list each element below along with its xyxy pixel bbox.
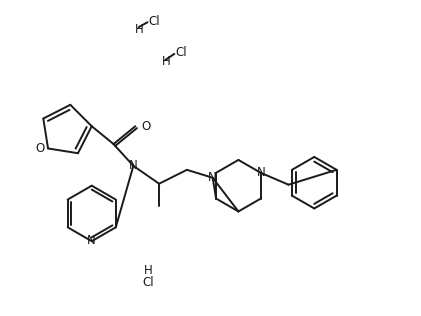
Text: O: O (141, 120, 151, 133)
Text: O: O (36, 142, 45, 155)
Text: H: H (161, 55, 170, 68)
Text: Cl: Cl (149, 15, 160, 28)
Text: N: N (88, 234, 96, 247)
Text: H: H (135, 23, 144, 36)
Text: H: H (144, 264, 153, 277)
Text: Cl: Cl (175, 46, 187, 59)
Text: Cl: Cl (143, 276, 155, 289)
Text: N: N (129, 159, 138, 172)
Text: N: N (208, 171, 217, 184)
Text: N: N (256, 166, 265, 179)
